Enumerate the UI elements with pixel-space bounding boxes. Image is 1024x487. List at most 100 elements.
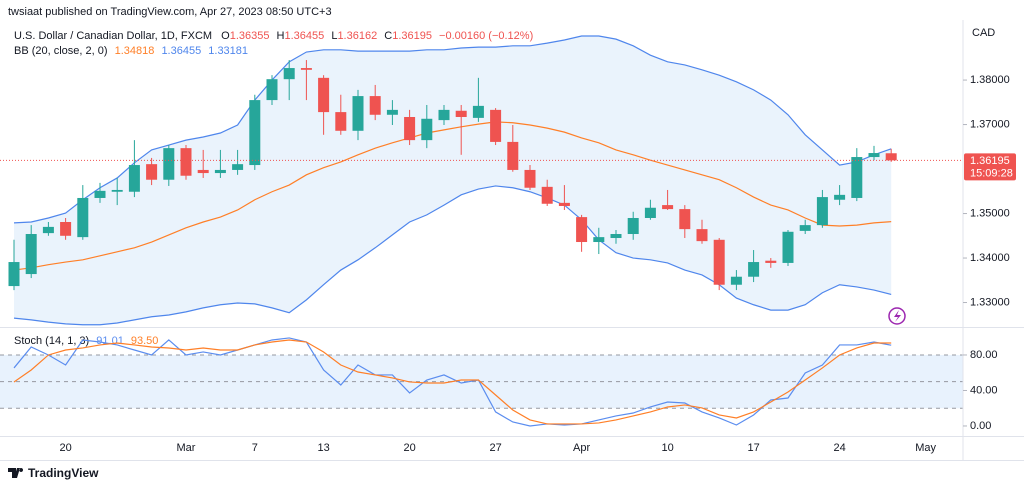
candle-body: [232, 164, 244, 170]
bb-line: [13, 185, 892, 326]
y-tick-label: 80.00: [970, 349, 998, 361]
bb-line: [13, 121, 892, 271]
brand-name[interactable]: TradingView: [28, 466, 99, 480]
y-tick-label: 1.38000: [970, 74, 1010, 86]
published-by: twsiaat published on TradingView.com, Ap…: [8, 6, 332, 18]
candle-body: [25, 234, 37, 275]
y-tick-label: 1.37000: [970, 118, 1010, 130]
candle-body: [455, 110, 467, 117]
candle-body: [421, 118, 433, 141]
candle-body: [765, 260, 777, 263]
currency: CAD: [972, 27, 995, 39]
candle-body: [318, 77, 330, 113]
last-price-label: 1.36195: [970, 155, 1010, 167]
candle-body: [8, 262, 20, 287]
candle-body: [146, 164, 158, 180]
candle-body: [490, 109, 502, 142]
ohlc-label: C: [384, 30, 392, 42]
x-tick-label: 24: [833, 442, 845, 454]
bb-line: [13, 35, 892, 224]
brand-logo[interactable]: TradingView: [8, 466, 99, 480]
candle-body: [300, 68, 312, 70]
ohlc-label: H: [277, 30, 285, 42]
ohlc-label: L: [331, 30, 337, 42]
x-tick-label: Apr: [573, 442, 590, 454]
brand-mark[interactable]: [8, 468, 24, 478]
candle-body: [541, 186, 553, 204]
symbol-legend: U.S. Dollar / Canadian Dollar, 1D, FXCM …: [14, 30, 533, 42]
x-tick-label: 13: [317, 442, 329, 454]
x-tick-label: 27: [489, 442, 501, 454]
candle-body: [524, 169, 536, 188]
stoch-legend: Stoch (14, 1, 3) 91.01 93.50: [14, 335, 158, 347]
candle-body: [644, 207, 656, 218]
candle-body: [507, 141, 519, 170]
stoch-k-value: 91.01: [96, 335, 124, 347]
last-price-box: [964, 153, 1016, 181]
candle-body: [180, 148, 192, 176]
candle-body: [335, 112, 347, 131]
candle-body: [214, 169, 226, 174]
stoch-name: Stoch (14, 1, 3): [14, 335, 89, 347]
candle-body: [593, 237, 605, 243]
candle-body: [627, 217, 639, 235]
x-tick-label: 20: [59, 442, 71, 454]
y-tick-label: 0.00: [970, 420, 991, 432]
alert-bolt[interactable]: [894, 310, 901, 322]
candle-body: [662, 205, 674, 210]
x-tick-label: 7: [252, 442, 258, 454]
candle-body: [163, 148, 175, 180]
candle-body: [834, 194, 846, 200]
candle-body: [868, 153, 880, 158]
x-tick-label: 20: [403, 442, 415, 454]
candle-body: [111, 189, 123, 192]
y-tick-label: 1.33000: [970, 296, 1010, 308]
bb-name: BB (20, close, 2, 0): [14, 45, 108, 57]
y-tick-label: 1.35000: [970, 207, 1010, 219]
symbol-title: U.S. Dollar / Canadian Dollar, 1D, FXCM: [14, 30, 212, 42]
ohlc-value: 1.36162: [337, 30, 377, 42]
candle-body: [885, 153, 897, 161]
stoch-line: [13, 339, 892, 425]
candle-body: [352, 96, 364, 131]
x-tick-label: 10: [661, 442, 673, 454]
ohlc-value: 1.36455: [284, 30, 324, 42]
candle-body: [696, 229, 708, 242]
ohlc-label: O: [221, 30, 230, 42]
y-tick-label: 1.34000: [970, 252, 1010, 264]
candle-body: [438, 109, 450, 121]
candle-body: [77, 197, 89, 238]
candle-body: [266, 79, 278, 101]
candle-body: [94, 190, 106, 198]
candle-body: [283, 68, 295, 80]
candle-body: [816, 197, 828, 226]
band-fill: [14, 36, 892, 325]
candle-body: [472, 105, 484, 118]
countdown: 15:09:28: [970, 167, 1013, 179]
candle-body: [558, 202, 570, 206]
candle-body: [748, 262, 760, 277]
bb-lower-value: 1.33181: [208, 45, 248, 57]
candle-body: [576, 217, 588, 243]
candle-body: [249, 100, 261, 166]
x-tick-label: Mar: [177, 442, 196, 454]
candle-body: [386, 109, 398, 115]
candle-body: [679, 209, 691, 230]
ohlc-value: 1.36195: [392, 30, 432, 42]
candle-body: [730, 276, 742, 285]
stoch-d-value: 93.50: [131, 335, 159, 347]
candle-body: [799, 225, 811, 231]
y-tick-label: 40.00: [970, 384, 998, 396]
candle-body: [404, 116, 416, 141]
bb-upper-value: 1.36455: [161, 45, 201, 57]
x-tick-label: 17: [747, 442, 759, 454]
alert-icon[interactable]: [888, 307, 906, 325]
backdrop: [0, 36, 963, 409]
change: −0.00160 (−0.12%): [439, 30, 533, 42]
candle-body: [782, 231, 794, 263]
candle-body: [851, 157, 863, 198]
x-tick-label: May: [915, 442, 936, 454]
candle-body: [197, 169, 209, 174]
